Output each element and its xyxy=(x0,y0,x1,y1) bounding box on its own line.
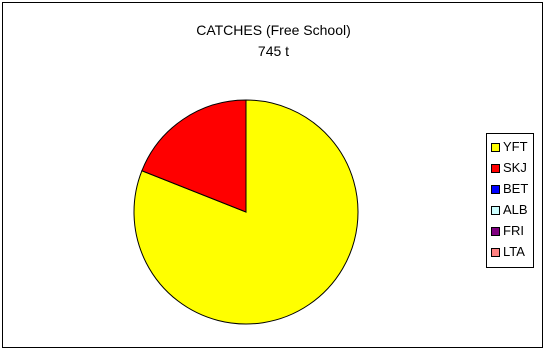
legend-label-skj: SKJ xyxy=(503,160,527,175)
legend-label-lta: LTA xyxy=(503,244,525,259)
legend-swatch-lta xyxy=(491,247,500,257)
legend-label-bet: BET xyxy=(503,181,529,196)
legend-label-fri: FRI xyxy=(503,223,524,238)
legend-item-bet: BET xyxy=(491,180,528,198)
legend-item-lta: LTA xyxy=(491,243,525,261)
legend-item-fri: FRI xyxy=(491,222,524,240)
legend-item-skj: SKJ xyxy=(491,159,527,177)
legend-label-yft: YFT xyxy=(503,139,528,154)
legend-swatch-skj xyxy=(491,163,500,173)
chart-title: CATCHES (Free School) xyxy=(196,22,351,38)
legend-swatch-yft xyxy=(491,142,500,152)
pie-slice-skj xyxy=(141,99,247,213)
legend: YFT SKJ BET ALB FRI LTA xyxy=(486,133,534,268)
pie-slices xyxy=(133,99,359,325)
legend-item-yft: YFT xyxy=(491,138,528,156)
legend-label-alb: ALB xyxy=(503,202,528,217)
legend-swatch-bet xyxy=(491,184,500,194)
legend-swatch-fri xyxy=(491,226,500,236)
chart-subtitle: 745 t xyxy=(257,43,290,59)
legend-swatch-alb xyxy=(491,205,500,215)
legend-item-alb: ALB xyxy=(491,201,528,219)
